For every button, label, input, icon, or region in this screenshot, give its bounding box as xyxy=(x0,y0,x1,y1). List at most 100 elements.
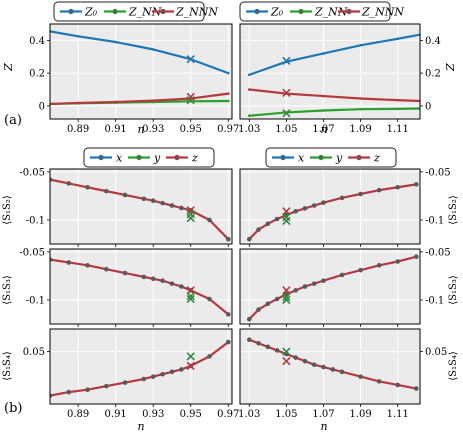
axes-frame xyxy=(49,168,233,245)
data-point xyxy=(339,272,345,278)
data-point xyxy=(169,369,175,375)
axes-frame xyxy=(49,248,233,325)
series-line-red xyxy=(50,92,229,106)
data-point xyxy=(169,281,175,286)
data-point xyxy=(302,358,308,364)
plot-panel-S13_left: -0.05 -0.1 xyxy=(19,247,233,327)
plot-panel-S14_right: 1.03 1.05 1.07 1.09 1.11 0.05 xyxy=(238,328,447,420)
data-point xyxy=(246,316,252,322)
series-line-green xyxy=(249,107,420,117)
data-point xyxy=(247,73,251,77)
y-tick-label: -0.05 xyxy=(425,247,451,258)
x-tick-label: 1.05 xyxy=(275,409,297,420)
legend-label: z xyxy=(373,152,380,165)
data-point xyxy=(256,307,261,312)
legend-marker-red xyxy=(356,154,362,161)
data-point xyxy=(293,355,298,360)
x-tick-label: 0.91 xyxy=(105,124,127,135)
cross-marker xyxy=(282,109,291,118)
data-point xyxy=(85,387,90,393)
x-tick-label: 0.91 xyxy=(105,409,127,420)
cross-marker xyxy=(282,88,291,97)
data-point xyxy=(339,195,345,201)
data-point xyxy=(302,206,308,211)
data-point xyxy=(265,221,271,227)
data-point xyxy=(358,374,363,379)
data-point xyxy=(321,200,326,205)
y-tick-label: 0 xyxy=(425,101,431,112)
series-group xyxy=(246,337,419,391)
y-axis-title: Z xyxy=(2,63,15,72)
data-point xyxy=(103,188,109,194)
x-tick-label: 0.95 xyxy=(180,124,202,135)
series-line-blue xyxy=(248,33,420,76)
data-point xyxy=(247,114,251,118)
legend-label: x xyxy=(298,152,305,165)
data-point xyxy=(207,217,212,223)
cross-marker xyxy=(282,216,291,226)
data-point xyxy=(311,281,317,286)
axes-background xyxy=(240,169,420,244)
legend-marker-blue xyxy=(98,154,104,161)
data-point xyxy=(256,340,261,346)
axes-frame xyxy=(49,328,233,405)
legend-marker-blue xyxy=(254,8,260,15)
data-point xyxy=(395,259,401,264)
panel-label-b: (b) xyxy=(4,401,22,416)
x-axis-title: n xyxy=(320,420,327,433)
data-point xyxy=(311,362,317,368)
x-tick-label: 1.11 xyxy=(387,124,409,135)
data-point xyxy=(160,200,165,206)
data-point xyxy=(225,236,231,242)
data-point xyxy=(122,380,128,385)
plot-panel-Z_right: 1.03 1.05 1.07 1.09 1.11 0 0.2 0.4 xyxy=(238,23,441,135)
data-point xyxy=(160,371,165,377)
cross-marker xyxy=(186,291,195,301)
data-point xyxy=(225,312,231,317)
legend-bottom-left: x y z xyxy=(83,147,215,168)
x-axis-title: n xyxy=(320,123,327,136)
legend-marker-blue xyxy=(68,8,74,15)
data-point xyxy=(226,71,230,75)
cross-marker xyxy=(282,356,291,366)
data-point xyxy=(322,52,325,55)
x-axis-title: n xyxy=(137,420,144,433)
data-point xyxy=(265,344,271,350)
data-point xyxy=(103,383,109,389)
legend-marker-red xyxy=(174,154,180,161)
data-point xyxy=(339,369,345,375)
axes-background xyxy=(50,249,232,324)
cross-marker xyxy=(186,294,195,304)
data-point xyxy=(293,209,298,214)
x-tick-label: 1.07 xyxy=(312,124,334,135)
y-tick-label: -0.1 xyxy=(425,215,444,226)
data-point xyxy=(85,184,90,190)
data-point xyxy=(376,187,382,193)
y-axis-title: ⟨S₁S₃⟩ xyxy=(448,275,459,305)
axes-background xyxy=(240,329,420,404)
y-axis-title: ⟨S₁S₄⟩ xyxy=(2,351,13,381)
data-point xyxy=(114,40,117,44)
series-group xyxy=(247,33,420,118)
data-point xyxy=(265,301,271,307)
data-point xyxy=(50,177,53,182)
y-tick-label: 0.2 xyxy=(29,69,45,80)
data-point xyxy=(66,389,72,395)
x-tick-label: 0.95 xyxy=(180,409,202,420)
y-tick-label: -0.05 xyxy=(19,167,45,178)
legend-marker-green xyxy=(318,154,324,161)
legend-label: x xyxy=(116,152,123,165)
cross-marker xyxy=(186,213,195,223)
data-point xyxy=(76,101,80,105)
axes-background xyxy=(50,169,232,244)
cross-marker xyxy=(282,56,291,66)
legend-marker-red xyxy=(346,8,352,15)
axes-background xyxy=(50,24,232,119)
data-point xyxy=(85,263,90,268)
data-point xyxy=(114,100,117,104)
y-axis-title: ⟨S₁S₄⟩ xyxy=(448,351,459,381)
data-point xyxy=(141,196,147,202)
